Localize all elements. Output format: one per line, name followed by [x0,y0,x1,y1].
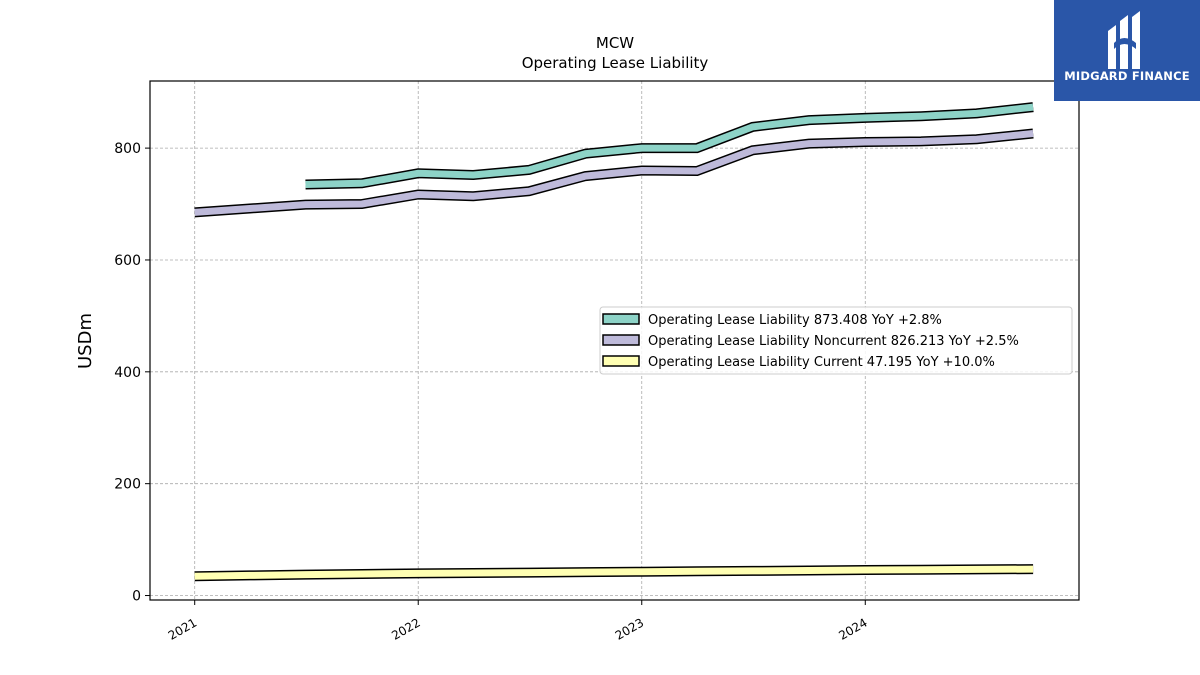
legend-label: Operating Lease Liability Current 47.195… [648,355,995,370]
series-line [194,565,1034,580]
x-tick-label: 2023 [613,615,646,642]
y-tick-label: 800 [114,141,141,157]
y-tick-label: 0 [132,589,141,605]
logo-text: MIDGARD FINANCE [1064,69,1190,83]
y-axis-label: USDm [75,313,96,369]
x-tick-label: 2022 [389,615,422,642]
legend-swatch [602,334,640,346]
plot-frame [149,80,1080,601]
y-axis: 0 200 400 600 800 [114,141,150,605]
y-tick-label: 200 [114,477,141,493]
x-tick-label: 2024 [836,615,869,642]
y-tick-label: 400 [114,365,141,381]
legend-label: Operating Lease Liability Noncurrent 826… [648,334,1019,349]
midgard-finance-logo: MIDGARD FINANCE [1054,0,1200,101]
legend-label: Operating Lease Liability 873.408 YoY +2… [648,313,942,328]
x-tick-label: 2021 [166,615,199,642]
y-tick-label: 600 [114,253,141,269]
series-layer [194,102,1034,582]
chart-subtitle: Operating Lease Liability [522,54,709,72]
legend-swatch [602,355,640,367]
series-operating-lease-liability-current [194,564,1034,582]
series-operating-lease-liability [305,102,1034,190]
legend-frame [599,306,1073,375]
legend-swatch [602,313,640,325]
logo-mark-icon [1108,11,1140,69]
chart-title: MCW [596,34,634,52]
series-line [305,103,1034,188]
x-axis: 2021 2022 2023 2024 [166,600,870,643]
series-line [194,130,1034,216]
legend: Operating Lease Liability 873.408 YoY +2… [599,306,1073,375]
series-operating-lease-liability-noncurrent [194,128,1034,218]
